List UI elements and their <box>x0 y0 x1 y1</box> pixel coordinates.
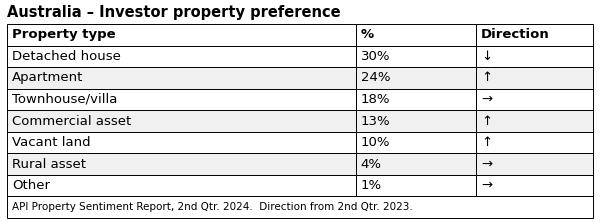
Bar <box>476 132 593 153</box>
Bar <box>476 46 593 67</box>
Text: 10%: 10% <box>361 136 390 149</box>
Text: Commercial asset: Commercial asset <box>12 115 131 127</box>
Bar <box>356 89 476 110</box>
Text: Property type: Property type <box>12 28 116 41</box>
Bar <box>7 110 356 132</box>
Bar <box>476 153 593 175</box>
Bar <box>7 24 356 46</box>
Text: Detached house: Detached house <box>12 50 121 63</box>
Text: ↑: ↑ <box>481 71 492 84</box>
Bar <box>476 175 593 196</box>
Bar <box>476 24 593 46</box>
Text: Townhouse/villa: Townhouse/villa <box>12 93 118 106</box>
Text: 30%: 30% <box>361 50 390 63</box>
Text: ↑: ↑ <box>481 115 492 127</box>
Bar <box>7 46 356 67</box>
Text: →: → <box>481 93 492 106</box>
Text: →: → <box>481 179 492 192</box>
Bar <box>356 132 476 153</box>
Text: Direction: Direction <box>481 28 550 41</box>
Bar <box>476 89 593 110</box>
Bar <box>7 196 593 218</box>
Bar <box>356 67 476 89</box>
Bar <box>356 46 476 67</box>
Bar <box>356 110 476 132</box>
Bar <box>356 175 476 196</box>
Bar <box>7 132 356 153</box>
Text: 4%: 4% <box>361 158 382 171</box>
Text: Australia – Investor property preference: Australia – Investor property preference <box>7 5 341 20</box>
Bar <box>356 24 476 46</box>
Text: Vacant land: Vacant land <box>12 136 91 149</box>
Bar <box>356 153 476 175</box>
Text: API Property Sentiment Report, 2nd Qtr. 2024.  Direction from 2nd Qtr. 2023.: API Property Sentiment Report, 2nd Qtr. … <box>12 202 413 212</box>
Bar <box>7 67 356 89</box>
Text: 1%: 1% <box>361 179 382 192</box>
Bar <box>7 153 356 175</box>
Text: 13%: 13% <box>361 115 390 127</box>
Text: 24%: 24% <box>361 71 390 84</box>
Text: →: → <box>481 158 492 171</box>
Bar <box>7 89 356 110</box>
Bar <box>7 175 356 196</box>
Text: %: % <box>361 28 374 41</box>
Text: Rural asset: Rural asset <box>12 158 86 171</box>
Bar <box>476 67 593 89</box>
Text: ↑: ↑ <box>481 136 492 149</box>
Text: Other: Other <box>12 179 50 192</box>
Text: 18%: 18% <box>361 93 390 106</box>
Text: Apartment: Apartment <box>12 71 83 84</box>
Text: ↓: ↓ <box>481 50 492 63</box>
Bar <box>476 110 593 132</box>
